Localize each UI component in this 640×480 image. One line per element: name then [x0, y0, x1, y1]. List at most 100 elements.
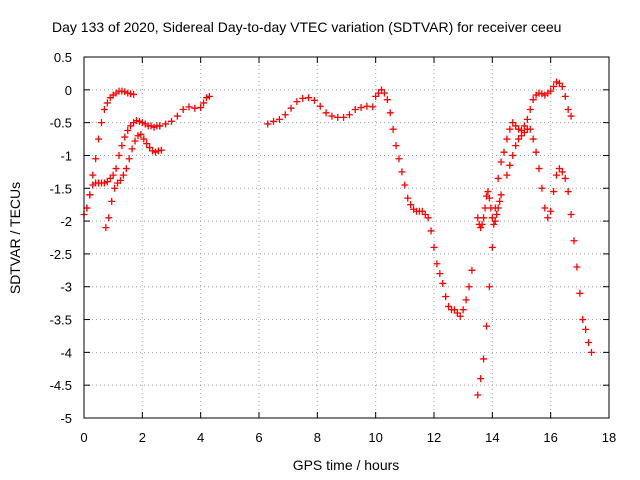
data-point	[92, 155, 100, 163]
data-point	[112, 165, 120, 173]
y-tick-label: -4.5	[50, 378, 72, 393]
data-point	[310, 96, 318, 104]
data-point	[430, 243, 438, 251]
data-point	[185, 103, 193, 111]
data-point	[496, 197, 504, 205]
y-tick-label: -4	[60, 345, 72, 360]
data-point	[118, 142, 126, 150]
x-tick-label: 18	[602, 430, 616, 445]
data-point	[494, 174, 502, 182]
data-point	[95, 135, 103, 143]
data-point	[561, 92, 569, 100]
data-point	[121, 133, 129, 141]
data-point	[456, 312, 464, 320]
data-point	[439, 279, 447, 287]
data-point	[157, 146, 165, 154]
data-point	[442, 293, 450, 301]
data-point	[436, 270, 444, 278]
data-point	[483, 322, 490, 330]
data-point	[401, 181, 409, 189]
x-tick-label: 12	[427, 430, 441, 445]
series-arc-6	[372, 86, 476, 320]
data-point	[579, 316, 587, 324]
data-point	[128, 145, 136, 153]
data-point	[558, 83, 566, 91]
data-point	[535, 165, 543, 173]
y-tick-label: 0	[65, 83, 72, 98]
data-point	[491, 204, 499, 212]
data-point	[122, 165, 130, 173]
data-point	[485, 283, 493, 291]
data-point	[474, 391, 482, 399]
data-point	[547, 207, 555, 215]
data-point	[564, 106, 572, 114]
data-point	[558, 168, 566, 176]
data-point	[588, 348, 595, 356]
x-tick-label: 14	[485, 430, 499, 445]
data-point	[497, 191, 505, 199]
data-point	[168, 117, 175, 125]
data-point	[293, 98, 301, 106]
y-tick-label: -2.5	[50, 247, 72, 262]
data-point	[564, 188, 572, 196]
y-tick-label: -1	[60, 148, 72, 163]
data-point	[270, 117, 278, 125]
data-point	[322, 109, 330, 117]
data-point	[383, 96, 391, 104]
data-point	[484, 188, 492, 196]
data-point	[102, 224, 110, 232]
data-point	[477, 375, 485, 383]
data-point	[131, 137, 139, 145]
data-point	[89, 171, 97, 179]
data-point	[281, 111, 289, 119]
data-point	[105, 214, 113, 222]
series-arc-7	[474, 188, 505, 232]
y-tick-label: -3	[60, 280, 72, 295]
data-point	[526, 125, 534, 133]
data-point	[275, 115, 283, 123]
data-point	[585, 339, 593, 347]
data-point	[369, 103, 377, 111]
data-point	[398, 168, 406, 176]
data-point	[130, 90, 138, 98]
x-tick-label: 10	[368, 430, 382, 445]
data-point	[392, 142, 400, 150]
data-point	[140, 135, 148, 143]
data-point	[477, 224, 485, 232]
data-point	[427, 227, 435, 235]
data-point	[389, 125, 397, 133]
data-point	[529, 96, 537, 104]
data-point	[116, 176, 124, 184]
data-point	[119, 171, 127, 179]
data-point	[197, 104, 205, 112]
data-point	[191, 104, 199, 112]
data-point	[357, 104, 365, 112]
data-point	[287, 104, 295, 112]
x-tick-label: 16	[543, 430, 557, 445]
y-tick-label: -0.5	[50, 116, 72, 131]
data-point	[488, 243, 496, 251]
data-point	[478, 220, 486, 228]
data-point	[340, 113, 348, 121]
data-point	[465, 283, 473, 291]
data-point	[493, 211, 501, 219]
data-point	[567, 211, 575, 219]
data-point	[503, 135, 511, 143]
x-tick-label: 0	[80, 430, 87, 445]
data-point	[103, 99, 111, 107]
data-point	[468, 266, 476, 274]
data-point	[550, 83, 558, 91]
plot-frame	[83, 56, 610, 419]
data-point	[550, 188, 558, 196]
data-point	[433, 260, 441, 268]
y-axis-label: SDTVAR / TECUs	[7, 182, 23, 294]
data-point	[526, 106, 534, 114]
data-point	[100, 106, 108, 114]
x-axis-label: GPS time / hours	[293, 457, 400, 473]
data-point	[547, 87, 555, 95]
y-tick-label: -2	[60, 214, 72, 229]
data-point	[395, 155, 403, 163]
data-point	[264, 120, 272, 128]
data-point	[523, 115, 531, 123]
data-point	[108, 197, 116, 205]
